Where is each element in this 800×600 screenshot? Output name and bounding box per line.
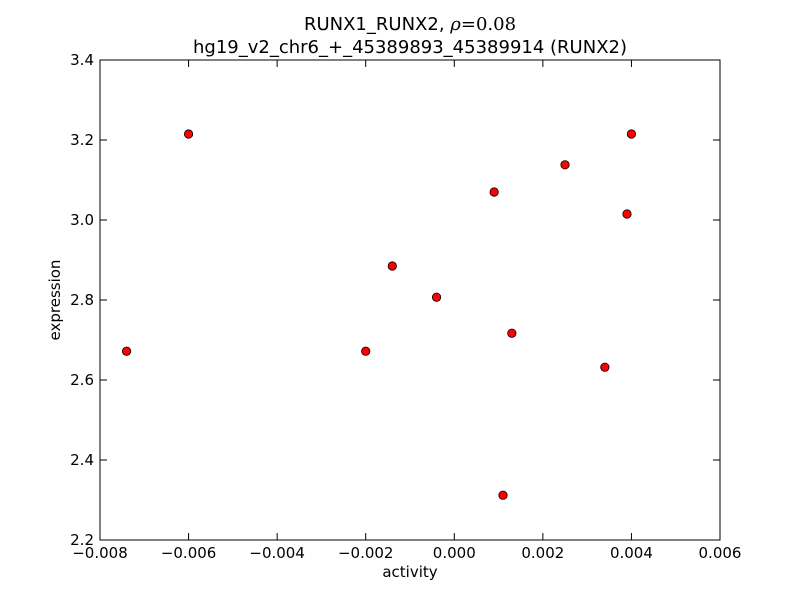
x-tick-label: −0.006	[161, 544, 217, 562]
y-tick-label: 3.4	[70, 51, 94, 69]
data-point	[498, 490, 508, 500]
x-tick-label: 0.002	[521, 544, 564, 562]
chart-title-rho-symbol: ρ	[449, 14, 461, 35]
data-point	[431, 292, 442, 302]
y-tick-label: 3.0	[70, 211, 94, 229]
x-tick-label: 0.000	[433, 544, 476, 562]
chart-title-rho-value: =0.08	[461, 14, 516, 35]
data-point	[361, 346, 371, 356]
chart-title-line1: RUNX1_RUNX2, ρ=0.08	[304, 14, 516, 35]
data-point	[600, 362, 610, 372]
plot-area-frame	[99, 59, 721, 541]
y-tick-label: 2.8	[70, 291, 94, 309]
axis-ticks: −0.008 −0.006 −0.004 −0.002 0.000 0.002 0.004 0…	[70, 51, 741, 562]
x-tick-label: −0.004	[249, 544, 305, 562]
data-point	[560, 160, 570, 170]
data-point	[622, 209, 632, 219]
data-point	[626, 129, 637, 139]
chart-title-line2: hg19_v2_chr6_+_45389893_45389914 (RUNX2)	[193, 37, 627, 58]
chart-title-prefix: RUNX1_RUNX2,	[304, 14, 450, 35]
data-point	[507, 328, 517, 338]
x-axis-label: activity	[382, 563, 437, 581]
y-tick-label: 2.4	[70, 451, 94, 469]
x-tick-label: −0.008	[72, 544, 128, 562]
x-tick-label: 0.004	[610, 544, 653, 562]
y-axis-label: expression	[46, 260, 64, 341]
data-point	[387, 261, 397, 271]
data-points	[121, 129, 637, 500]
data-point	[183, 129, 194, 139]
x-tick-label: 0.006	[699, 544, 742, 562]
y-tick-label: 3.2	[70, 131, 94, 149]
y-tick-label: 2.2	[70, 531, 94, 549]
data-point	[489, 187, 499, 197]
y-tick-label: 2.6	[70, 371, 94, 389]
data-point	[121, 346, 132, 356]
x-tick-label: −0.002	[338, 544, 394, 562]
